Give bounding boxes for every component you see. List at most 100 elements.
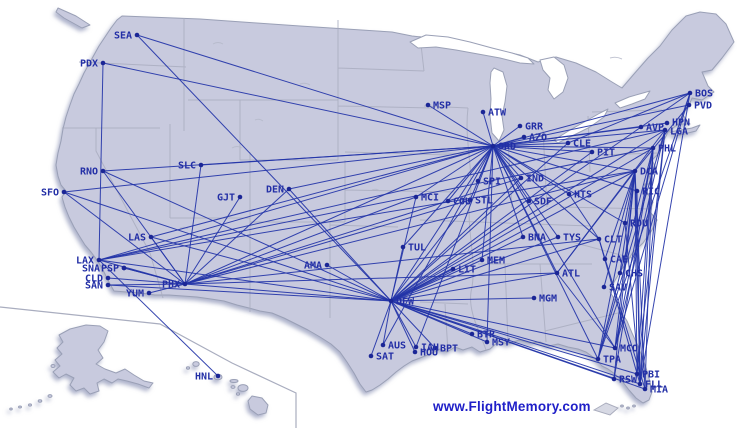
route-DCA-SAV [603,170,636,288]
route-DCA-MIA [634,170,646,390]
airport-label-RDU: RDU [630,219,648,230]
airport-dot-HOU [412,349,418,355]
airport-label-LGA: LGA [670,127,688,138]
route-LAX-PHL [98,147,654,261]
airport-dot-PVD [686,102,692,108]
airport-dot-SAN [105,282,111,288]
route-PHX-DEN [184,188,290,285]
airport-dot-SLC [198,162,204,168]
airport-label-CLT: CLT [604,235,622,246]
airport-label-SAT: SAT [376,352,394,363]
airport-dot-DFW [388,298,394,304]
airport-dot-AVP [638,124,644,130]
airport-label-COU: COU [453,197,471,208]
airport-label-BPT: BPT [440,344,458,355]
hawaii-big-island [247,395,269,416]
route-ORD-MEM [481,145,494,261]
airport-dot-IND [518,175,524,181]
airport-dot-PIT [589,149,595,155]
lake-michigan [489,67,508,142]
flightmemory-watermark[interactable]: www.FlightMemory.com [433,399,591,414]
route-ORD-SFO [63,145,494,193]
airport-label-TPA: TPA [603,355,621,366]
airport-dot-BNA [520,234,526,240]
airport-dot-RDU [622,220,628,226]
airport-dot-LAX [96,257,102,263]
airport-dot-TPA [595,356,601,362]
route-DFW-DCA [390,170,636,302]
airport-label-IAH: IAH [421,343,439,354]
route-HTS-CLT [568,193,600,240]
inset-boundary [0,306,297,428]
route-DFW-SAT [370,300,392,357]
route-DFW-ATL [390,272,558,302]
airport-dot-PSP [121,265,127,271]
airport-label-BNA: BNA [528,233,546,244]
airport-label-FLL: FLL [645,380,663,391]
airport-label-HOU: HOU [420,348,438,359]
airport-dot-SAT [368,353,374,359]
lake-huron [539,56,569,100]
route-CLT-MIA [598,238,646,390]
airport-label-HTS: HTS [574,190,592,201]
alaska-landmass [52,324,154,395]
route-PHX-GJT [184,196,241,285]
airport-label-LAS: LAS [128,233,146,244]
airport-dot-FLL [637,381,643,387]
airport-label-TUL: TUL [408,243,426,254]
routes-layer [63,34,691,390]
airport-label-MGM: MGM [539,294,557,305]
route-LAX-HNL [98,259,219,377]
airport-label-YUM: YUM [126,289,144,300]
airport-label-AVP: AVP [646,123,664,134]
route-ORD-AVP [492,126,642,147]
airport-dot-HTS [566,191,572,197]
route-DFW-MGM [390,297,535,302]
airport-dot-LIT [450,266,456,272]
airport-label-ATL: ATL [562,269,580,280]
route-ORD-MSP [427,104,494,147]
route-ORD-PHL [492,145,654,149]
airport-label-TYS: TYS [563,233,581,244]
airport-label-PIT: PIT [597,148,615,159]
airport-dot-DCA [632,168,638,174]
airport-dot-MSP [425,102,431,108]
airport-label-RSW: RSW [619,375,638,386]
airport-label-SAN: SAN [85,281,103,292]
airport-dot-SFO [61,189,67,195]
airport-dot-BOS [687,90,693,96]
airport-dot-CLD [105,275,111,281]
airport-dot-MGM [531,295,537,301]
airport-dot-LGA [662,127,668,133]
route-ORD-TUL [402,145,494,248]
airport-label-RIC: RIC [642,187,660,198]
route-BOS-MCO [614,92,691,349]
route-ORD-DFW [390,145,494,302]
hawaii-islands [185,361,269,416]
lake-superior [409,34,535,65]
route-LGA-FLL [639,129,666,385]
route-ORD-LAS [150,145,494,238]
airport-label-PSP: PSP [101,264,119,275]
airport-dot-SPI [475,178,481,184]
airport-dot-PDX [100,60,106,66]
airport-dot-GJT [237,194,243,200]
route-ORD-PVD [492,104,690,147]
route-ORD-ATW [482,111,494,147]
route-PHX-STL [184,199,471,285]
route-DCA-CHS [619,170,636,274]
airport-dot-IAH [413,344,419,350]
route-ORD-PHX [184,145,494,285]
airport-dot-PBI [634,371,640,377]
route-ORD-MSY [486,145,494,343]
airport-label-HNL: HNL [195,372,213,383]
airport-dot-MSY [484,339,490,345]
airport-label-DEN: DEN [266,185,284,196]
airport-label-SPI: SPI [483,177,501,188]
airport-label-LAX: LAX [76,256,94,267]
route-DFW-IAH [390,300,417,348]
route-ORD-MCI [415,145,494,198]
airport-label-SEA: SEA [114,31,132,42]
route-DFW-IND [390,177,522,302]
